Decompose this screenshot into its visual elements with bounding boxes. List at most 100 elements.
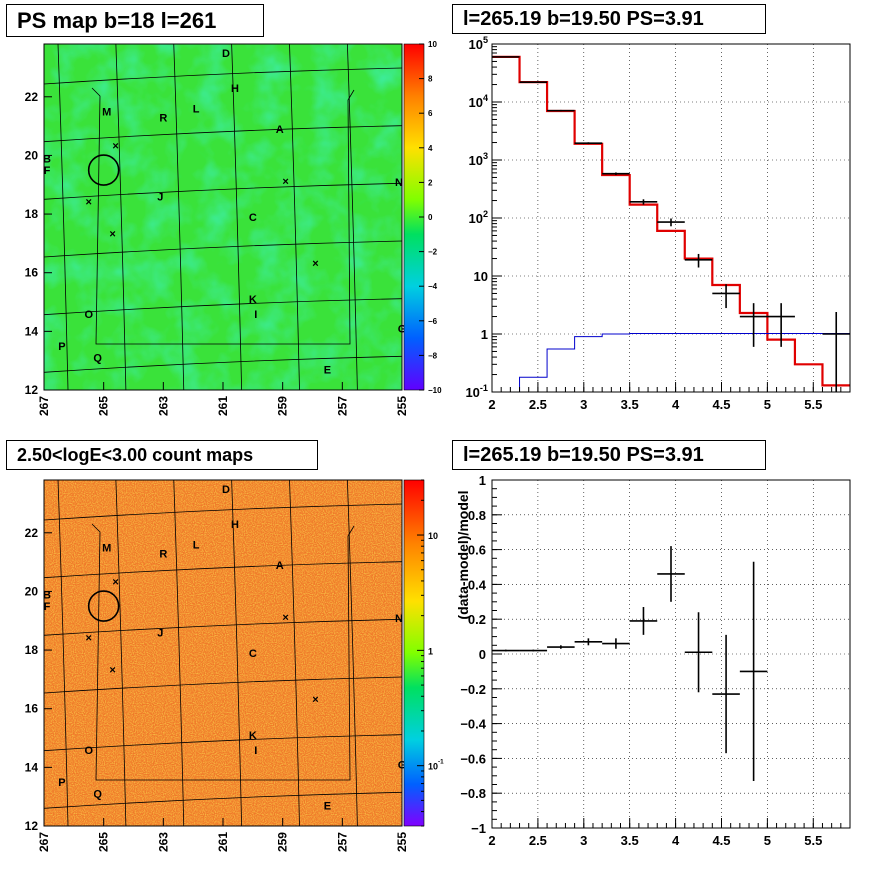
x-tick-label: 3.5 bbox=[621, 833, 639, 848]
source-label: F bbox=[44, 165, 51, 177]
chart-title-residuals: l=265.19 b=19.50 PS=3.91 bbox=[452, 440, 766, 470]
source-label: P bbox=[58, 777, 65, 789]
y-tick-label: 10-1 bbox=[465, 383, 488, 400]
grid-parallel bbox=[43, 676, 403, 694]
colorbar-tick-label: 4 bbox=[428, 144, 433, 153]
data-point bbox=[629, 199, 658, 205]
grid-parallel bbox=[43, 240, 403, 258]
source-cross-marker: × bbox=[109, 665, 115, 677]
colorbar-tick-label: 1 bbox=[428, 646, 433, 656]
plot-area bbox=[492, 480, 850, 828]
source-cross-marker: × bbox=[86, 196, 92, 208]
data-point bbox=[767, 303, 795, 347]
source-label: N bbox=[395, 613, 403, 625]
x-tick-label: 263 bbox=[156, 832, 170, 852]
y-tick-label: −0.2 bbox=[460, 682, 486, 697]
residual-point bbox=[739, 561, 768, 782]
grid-parallel bbox=[43, 791, 403, 809]
x-tick-label: 265 bbox=[97, 396, 111, 416]
source-cross-marker: × bbox=[282, 176, 288, 188]
y-tick-label: 1 bbox=[481, 327, 488, 342]
data-point bbox=[712, 284, 740, 309]
grid-meridian bbox=[115, 479, 127, 827]
colorbar bbox=[404, 480, 424, 826]
x-tick-label: 3 bbox=[580, 833, 587, 848]
source-label: C bbox=[249, 212, 257, 224]
y-tick-label: 0.4 bbox=[468, 577, 487, 592]
x-tick-label: 5.5 bbox=[804, 833, 822, 848]
source-label: N bbox=[395, 177, 403, 189]
source-label: Q bbox=[93, 789, 102, 801]
x-tick-label: 263 bbox=[156, 396, 170, 416]
source-label: A bbox=[276, 560, 284, 572]
source-label: K bbox=[249, 294, 257, 306]
colorbar bbox=[404, 44, 424, 390]
y-tick-label: 105 bbox=[468, 35, 488, 52]
colorbar-tick-label: 2 bbox=[428, 178, 433, 187]
data-point bbox=[574, 142, 603, 145]
y-axis-label: (data-model)/model bbox=[455, 490, 471, 619]
grid-parallel bbox=[43, 298, 403, 316]
source-cross-marker: × bbox=[86, 632, 92, 644]
y-tick-label: 18 bbox=[25, 643, 39, 657]
source-label: F bbox=[44, 601, 51, 613]
data-point bbox=[602, 172, 630, 176]
x-tick-label: 2 bbox=[488, 833, 495, 848]
y-tick-label: 1 bbox=[479, 473, 486, 488]
y-tick-label: 12 bbox=[25, 383, 39, 397]
map-texture bbox=[44, 480, 402, 826]
colorbar-tick-label: 10 bbox=[428, 40, 437, 49]
x-tick-label: 2 bbox=[488, 397, 495, 412]
y-tick-label: 22 bbox=[25, 90, 39, 104]
source-label: B bbox=[43, 589, 51, 601]
grid-parallel bbox=[43, 182, 403, 200]
grid-meridian bbox=[231, 43, 243, 391]
source-label: I bbox=[254, 309, 257, 321]
y-tick-label: 0.6 bbox=[468, 543, 486, 558]
target-circle bbox=[87, 590, 120, 622]
y-tick-label: 22 bbox=[25, 526, 39, 540]
data-point bbox=[684, 253, 713, 268]
source-label: P bbox=[58, 341, 65, 353]
source-label: M bbox=[102, 106, 111, 118]
y-tick-label: −0.8 bbox=[460, 786, 486, 801]
residual-point bbox=[629, 607, 658, 635]
y-tick-label: 20 bbox=[25, 584, 39, 598]
y-tick-label: −0.6 bbox=[460, 751, 486, 766]
grid-meridian bbox=[57, 43, 69, 391]
grid-meridian bbox=[115, 43, 127, 391]
colorbar-frame bbox=[403, 479, 425, 827]
y-tick-label: 16 bbox=[25, 266, 39, 280]
grid-meridian bbox=[231, 479, 243, 827]
y-tick-label: −1 bbox=[471, 821, 486, 836]
y-tick-label: 20 bbox=[25, 148, 39, 162]
grid-parallel bbox=[43, 355, 403, 373]
source-label: O bbox=[84, 309, 93, 321]
grid-parallel bbox=[43, 734, 403, 752]
background-histogram bbox=[492, 333, 850, 393]
residual-point bbox=[574, 638, 603, 646]
x-tick-label: 4 bbox=[672, 397, 680, 412]
colorbar-tick-label: −10 bbox=[428, 386, 442, 395]
y-tick-label: 14 bbox=[25, 760, 39, 774]
x-tick-label: 5 bbox=[764, 397, 771, 412]
source-label: D bbox=[222, 484, 230, 496]
x-tick-label: 267 bbox=[37, 832, 51, 852]
source-label: H bbox=[231, 83, 239, 95]
colorbar-tick-label: −2 bbox=[428, 248, 438, 257]
roi-boundary bbox=[91, 87, 355, 345]
chart-title-spectrum: l=265.19 b=19.50 PS=3.91 bbox=[452, 4, 766, 34]
target-circle bbox=[87, 154, 120, 186]
x-tick-label: 5 bbox=[764, 833, 771, 848]
x-tick-label: 259 bbox=[276, 396, 290, 416]
x-tick-label: 261 bbox=[216, 832, 230, 852]
x-tick-label: 265 bbox=[97, 832, 111, 852]
x-tick-label: 255 bbox=[395, 832, 409, 852]
x-tick-label: 257 bbox=[335, 832, 349, 852]
y-tick-label: 10 bbox=[474, 269, 488, 284]
source-cross-marker: × bbox=[112, 141, 118, 153]
x-tick-label: 259 bbox=[276, 832, 290, 852]
source-label: I bbox=[254, 745, 257, 757]
x-tick-label: 267 bbox=[37, 396, 51, 416]
